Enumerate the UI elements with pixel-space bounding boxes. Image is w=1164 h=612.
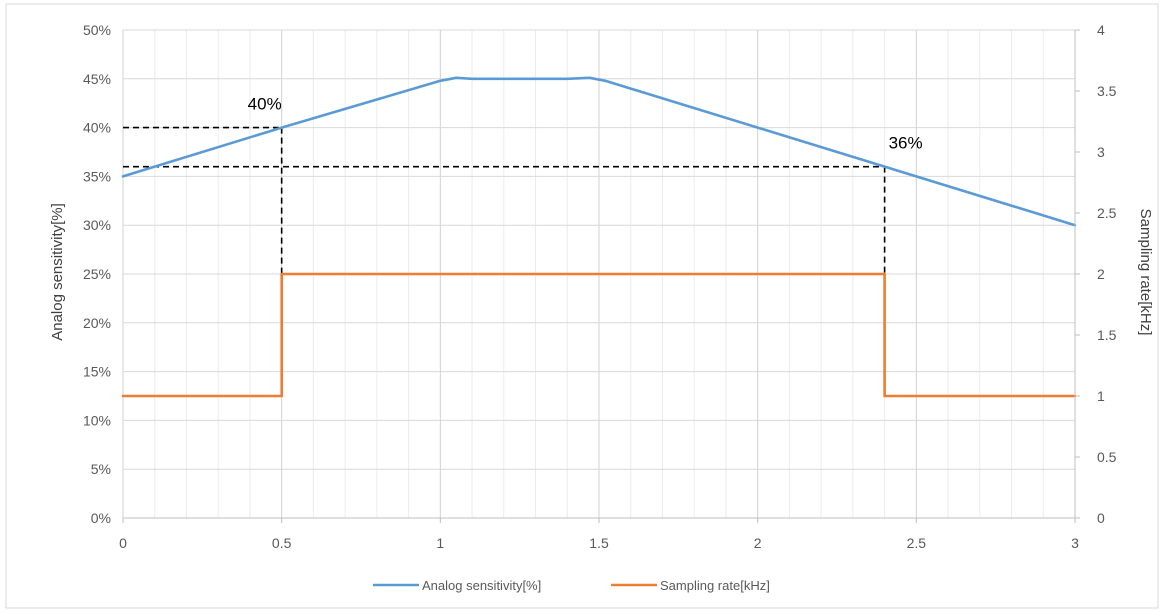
y-axis-left-title: Analog sensitivity[%] [49,203,66,341]
y-axis-right-title: Sampling rate[kHz] [1137,209,1154,336]
x-tick-label: 0 [119,535,127,551]
y-left-tick-label: 50% [83,22,111,38]
y-left-tick-label: 10% [83,412,111,428]
series-lines [121,76,1077,398]
legend-label-2: Sampling rate[kHz] [660,578,770,593]
legend-label-1: Analog sensitivity[%] [422,578,541,593]
y-right-tick-label: 0.5 [1097,449,1117,465]
y-left-tick-label: 0% [91,510,111,526]
chart-frame [5,3,1159,609]
series-line-2 [121,272,1077,398]
y-left-tick-label: 15% [83,364,111,380]
y-left-tick-label: 5% [91,461,111,477]
y-left-tick-label: 20% [83,315,111,331]
y-left-tick-label: 40% [83,120,111,136]
reference-lines [123,126,886,274]
y-left-tick-label: 35% [83,168,111,184]
x-tick-label: 0.5 [272,535,292,551]
x-tick-label: 2 [754,535,762,551]
series-line-1 [121,76,1077,227]
annotations: 40% 36% [248,95,923,153]
y-left-tick-label: 45% [83,71,111,87]
tick-labels: 0% 5% 10% 15% 20% 25% 30% 35% 40% 45% 50% 0 0.5 1 1.5 2… [83,22,1117,551]
y-right-tick-label: 3 [1097,144,1105,160]
legend: Analog sensitivity[%] Sampling rate[kHz] [373,578,770,593]
y-right-tick-label: 3.5 [1097,83,1117,99]
y-left-tick-label: 25% [83,266,111,282]
y-right-tick-label: 1 [1097,388,1105,404]
y-right-tick-label: 1.5 [1097,327,1117,343]
x-tick-label: 3 [1071,535,1079,551]
annotation-label: 36% [889,134,923,153]
x-tick-label: 1 [436,535,444,551]
y-right-tick-label: 2 [1097,266,1105,282]
y-right-tick-label: 2.5 [1097,205,1117,221]
y-left-tick-label: 30% [83,217,111,233]
y-right-tick-label: 0 [1097,510,1105,526]
x-tick-label: 1.5 [589,535,609,551]
x-tick-label: 2.5 [907,535,927,551]
axes [122,29,1080,523]
y-right-tick-label: 4 [1097,22,1105,38]
annotation-label: 40% [248,95,282,114]
